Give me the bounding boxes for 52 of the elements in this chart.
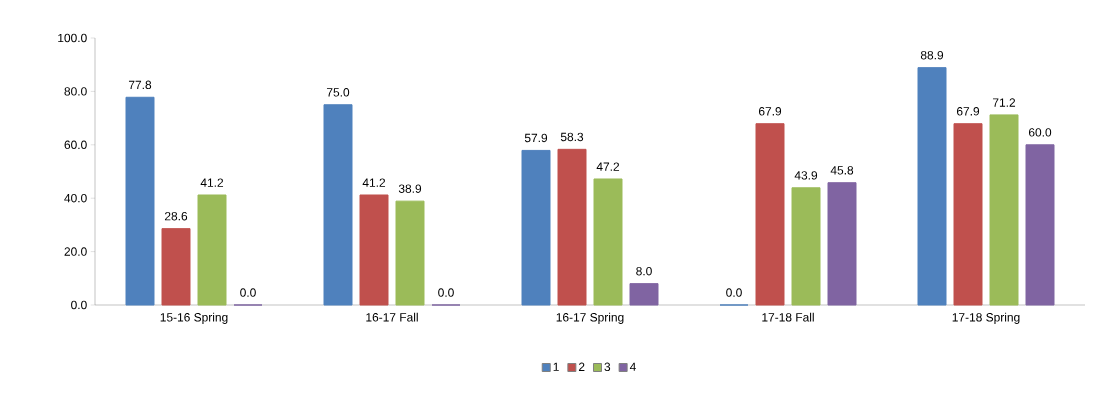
data-label: 88.9 — [920, 50, 944, 60]
data-label: 60.0 — [1028, 128, 1052, 137]
x-tick-label: 17-18 Spring — [952, 312, 1020, 324]
bar — [323, 104, 353, 306]
bar — [197, 194, 227, 306]
bar — [827, 182, 857, 306]
bar — [521, 149, 551, 306]
bar — [917, 67, 947, 306]
data-label: 57.9 — [524, 133, 548, 143]
data-label: 41.2 — [362, 178, 386, 187]
bar — [161, 228, 191, 306]
x-tick-label: 17-18 Fall — [762, 312, 814, 322]
data-label: 41.2 — [200, 178, 224, 187]
x-tick-label: 16-17 Fall — [366, 312, 418, 322]
y-tick-label: 0.0 — [71, 300, 87, 310]
y-tick-label: 80.0 — [64, 87, 87, 96]
bar — [125, 96, 155, 306]
data-label: 67.9 — [956, 107, 980, 116]
bar — [989, 114, 1019, 306]
data-label: 71.2 — [992, 98, 1016, 107]
x-tick-label: 15-16 Spring — [160, 312, 228, 324]
bar — [953, 123, 983, 306]
data-label: 58.3 — [560, 132, 584, 142]
bar — [593, 178, 623, 306]
data-label: 45.8 — [830, 166, 854, 175]
data-label: 38.9 — [398, 184, 422, 193]
data-label: 77.8 — [128, 80, 152, 90]
data-label: 0.0 — [726, 288, 742, 297]
data-label: 67.9 — [758, 107, 782, 116]
data-label: 28.6 — [164, 211, 188, 221]
bar — [395, 200, 425, 306]
x-tick-label: 16-17 Spring — [556, 312, 624, 324]
legend-label: 4 — [629, 362, 636, 371]
legend-label: 2 — [578, 362, 585, 371]
data-label: 47.2 — [596, 162, 620, 171]
bar — [557, 148, 587, 306]
data-label: 75.0 — [326, 88, 350, 97]
data-label: 0.0 — [240, 288, 256, 297]
data-label: 43.9 — [794, 171, 818, 180]
bar — [791, 187, 821, 306]
data-label: 0.0 — [438, 288, 454, 297]
bar — [629, 283, 659, 306]
legend-label: 1 — [553, 362, 559, 371]
bar — [1025, 144, 1055, 306]
y-tick-label: 20.0 — [64, 247, 87, 256]
y-tick-label: 100.0 — [58, 33, 87, 43]
data-label: 8.0 — [636, 266, 652, 276]
bar — [755, 123, 785, 306]
legend-label: 3 — [604, 362, 611, 372]
y-tick-label: 60.0 — [64, 140, 87, 150]
y-tick-label: 40.0 — [64, 193, 87, 203]
bar — [359, 194, 389, 306]
